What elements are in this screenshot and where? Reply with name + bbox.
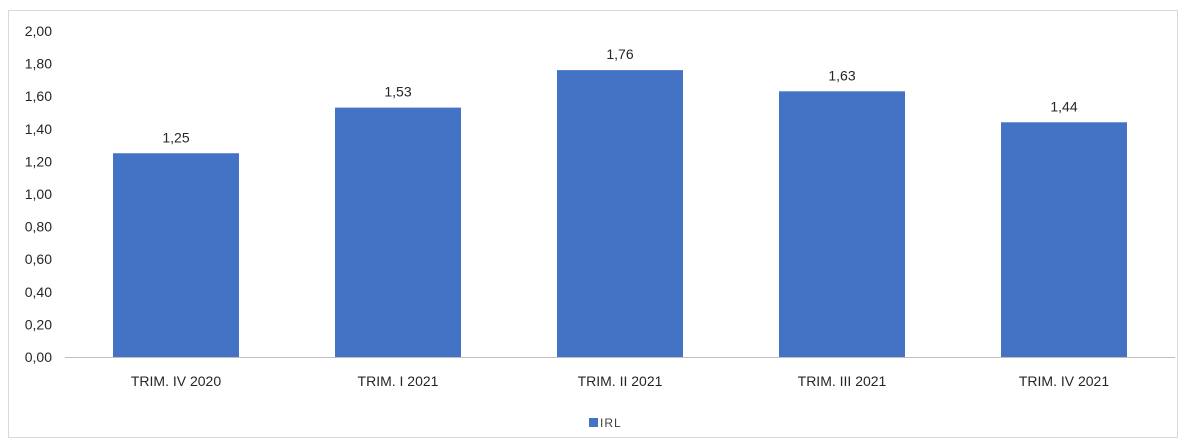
bar <box>335 107 461 357</box>
x-tick-label: TRIM. III 2021 <box>798 373 887 389</box>
bar <box>557 70 683 358</box>
data-labels: 1,25 1,53 1,76 1,63 1,44 <box>162 46 1077 145</box>
bar <box>779 91 905 357</box>
x-tick-label: TRIM. I 2021 <box>358 373 439 389</box>
bars <box>113 70 1127 358</box>
x-tick-label: TRIM. IV 2020 <box>131 373 221 389</box>
y-tick-label: 0,20 <box>25 316 52 332</box>
y-tick-label: 1,00 <box>25 186 52 202</box>
data-label: 1,76 <box>606 46 633 62</box>
data-label: 1,25 <box>162 129 189 145</box>
y-tick-label: 1,20 <box>25 153 52 169</box>
y-tick-label: 1,40 <box>25 121 52 137</box>
data-label: 1,44 <box>1050 98 1077 114</box>
bar <box>113 153 239 357</box>
y-tick-label: 0,00 <box>25 349 52 365</box>
legend-label-irl: IRL <box>600 416 622 430</box>
y-tick-label: 0,60 <box>25 251 52 267</box>
y-tick-label: 1,60 <box>25 88 52 104</box>
y-axis-ticks: 0,00 0,20 0,40 0,60 0,80 1,00 1,20 1,40 1,60 1,80… <box>25 23 52 365</box>
x-tick-label: TRIM. II 2021 <box>578 373 663 389</box>
x-tick-label: TRIM. IV 2021 <box>1019 373 1109 389</box>
y-tick-label: 1,80 <box>25 56 52 72</box>
y-tick-label: 0,40 <box>25 284 52 300</box>
data-label: 1,63 <box>828 67 855 83</box>
y-tick-label: 2,00 <box>25 23 52 39</box>
data-label: 1,53 <box>384 84 411 100</box>
y-tick-label: 0,80 <box>25 219 52 235</box>
legend-swatch-irl <box>589 418 598 427</box>
bar <box>1001 122 1127 357</box>
x-axis-labels: TRIM. IV 2020 TRIM. I 2021 TRIM. II 2021 TR… <box>131 373 1109 389</box>
legend: IRL <box>589 416 622 430</box>
